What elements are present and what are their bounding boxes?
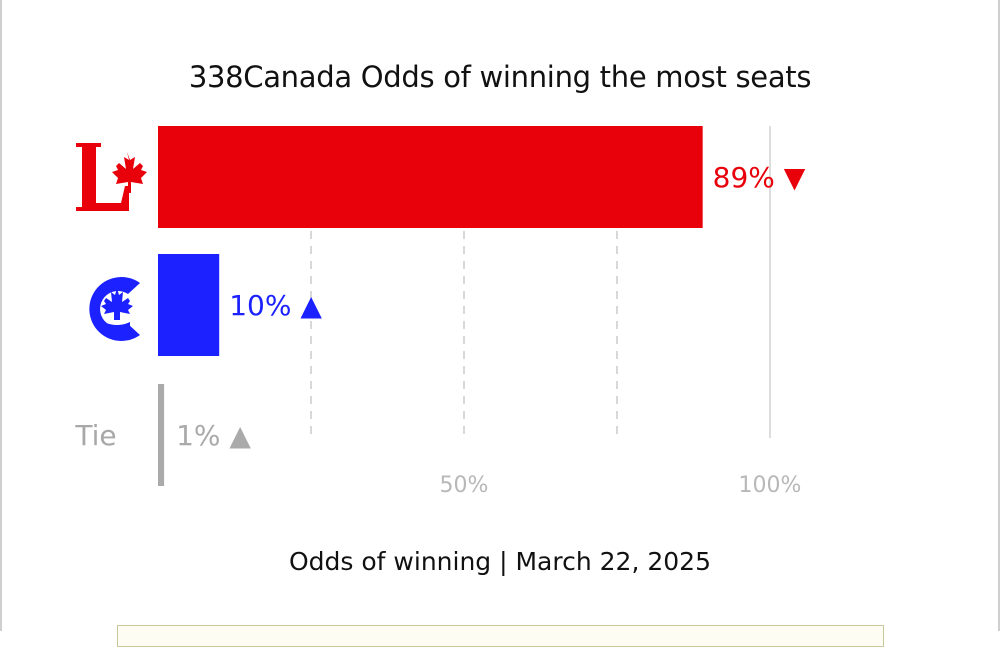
x-axis-title: Odds of winning | March 22, 2025 xyxy=(289,547,711,576)
footer-panel xyxy=(117,625,884,647)
bar-tie xyxy=(158,384,165,486)
liberal-party-logo-icon xyxy=(76,143,147,211)
frame-left-border xyxy=(0,0,2,631)
category-text-layer: Tie xyxy=(74,419,116,452)
x-tick-label-50: 50% xyxy=(440,473,489,498)
bar-conservative xyxy=(158,254,220,356)
tick-label-layer: 50% 100% xyxy=(440,473,802,498)
x-tick-label-100: 100% xyxy=(739,473,802,498)
category-label-tie: Tie xyxy=(74,419,116,452)
value-label-conservative: 10% ▲ xyxy=(229,289,322,322)
chart-title: 338Canada Odds of winning the most seats xyxy=(188,60,812,94)
value-label-liberal: 89% ▼ xyxy=(713,161,806,194)
bar-layer xyxy=(158,126,703,486)
value-label-tie: 1% ▲ xyxy=(176,419,251,452)
icon-layer xyxy=(76,143,147,341)
conservative-party-logo-icon xyxy=(89,277,140,341)
value-label-layer: 89% ▼ 10% ▲ 1% ▲ xyxy=(176,161,806,452)
bar-liberal xyxy=(158,126,703,228)
odds-chart: Tie 89% ▼ 10% ▲ 1% ▲ 50% 100% Odds of winni… xyxy=(74,126,806,576)
frame-right-border xyxy=(998,0,1000,631)
